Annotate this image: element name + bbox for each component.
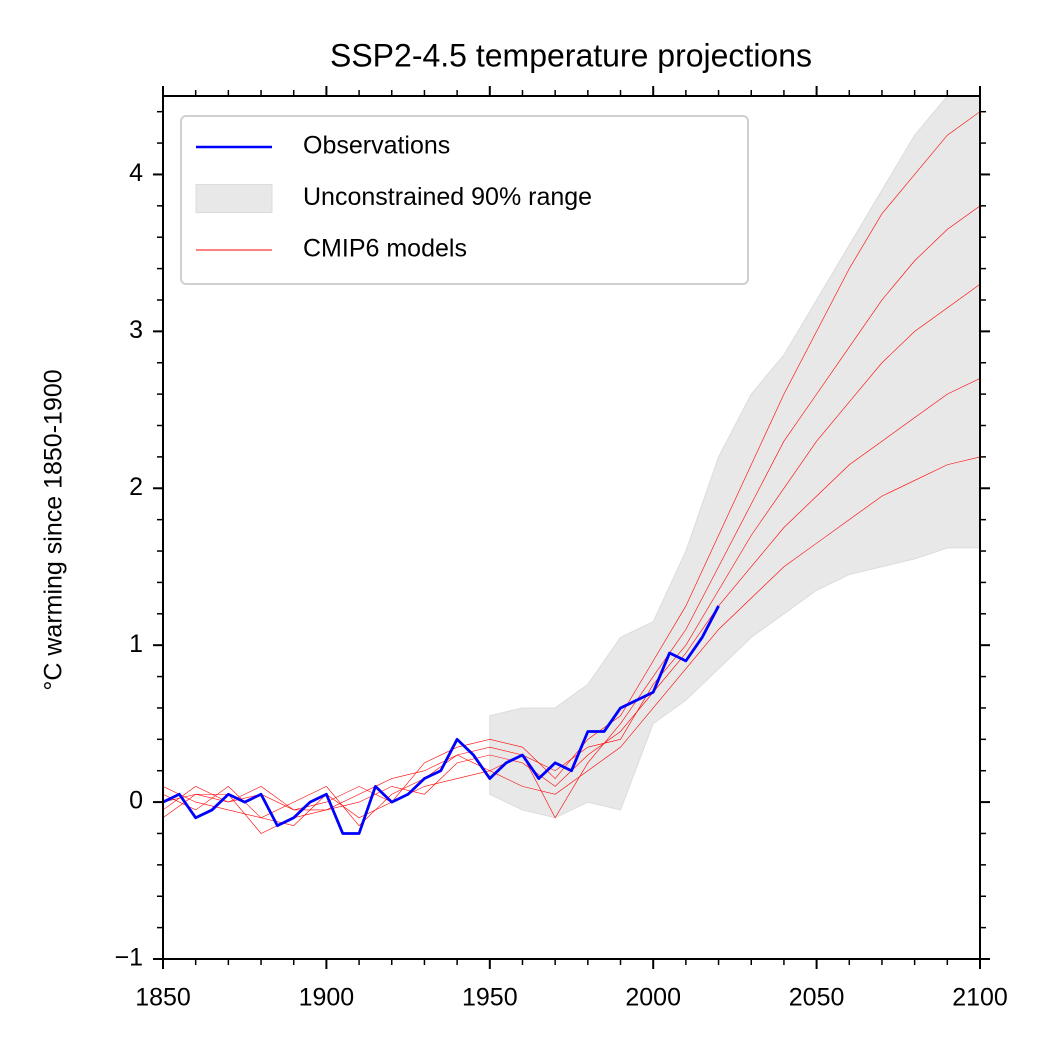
y-tick-label: −1 (114, 944, 143, 972)
y-tick-label: 3 (129, 316, 143, 344)
model-line (163, 205, 980, 834)
observation-line (163, 605, 720, 835)
y-tick-label: 4 (129, 159, 143, 187)
model-line (163, 456, 980, 826)
chart-title: SSP2-4.5 temperature projections (330, 37, 812, 73)
legend-label: CMIP6 models (303, 235, 467, 263)
legend-swatch (195, 184, 273, 213)
x-tick-label: 1900 (299, 984, 355, 1012)
legend-box (180, 115, 749, 285)
legend-label: Unconstrained 90% range (303, 183, 592, 211)
range-band (489, 96, 980, 819)
x-tick-label: 2000 (625, 984, 681, 1012)
plot-frame (162, 95, 981, 960)
y-tick-label: 2 (129, 473, 143, 501)
x-tick-label: 1850 (135, 984, 191, 1012)
y-tick-label: 0 (129, 787, 143, 815)
y-axis-label: °C warming since 1850-1900 (40, 369, 68, 690)
legend-label: Observations (303, 132, 450, 160)
y-tick-label: 1 (129, 630, 143, 658)
x-tick-label: 2100 (952, 984, 1008, 1012)
model-line (163, 111, 980, 819)
x-tick-label: 2050 (789, 984, 845, 1012)
plot-area (163, 96, 980, 835)
x-tick-label: 1950 (462, 984, 518, 1012)
